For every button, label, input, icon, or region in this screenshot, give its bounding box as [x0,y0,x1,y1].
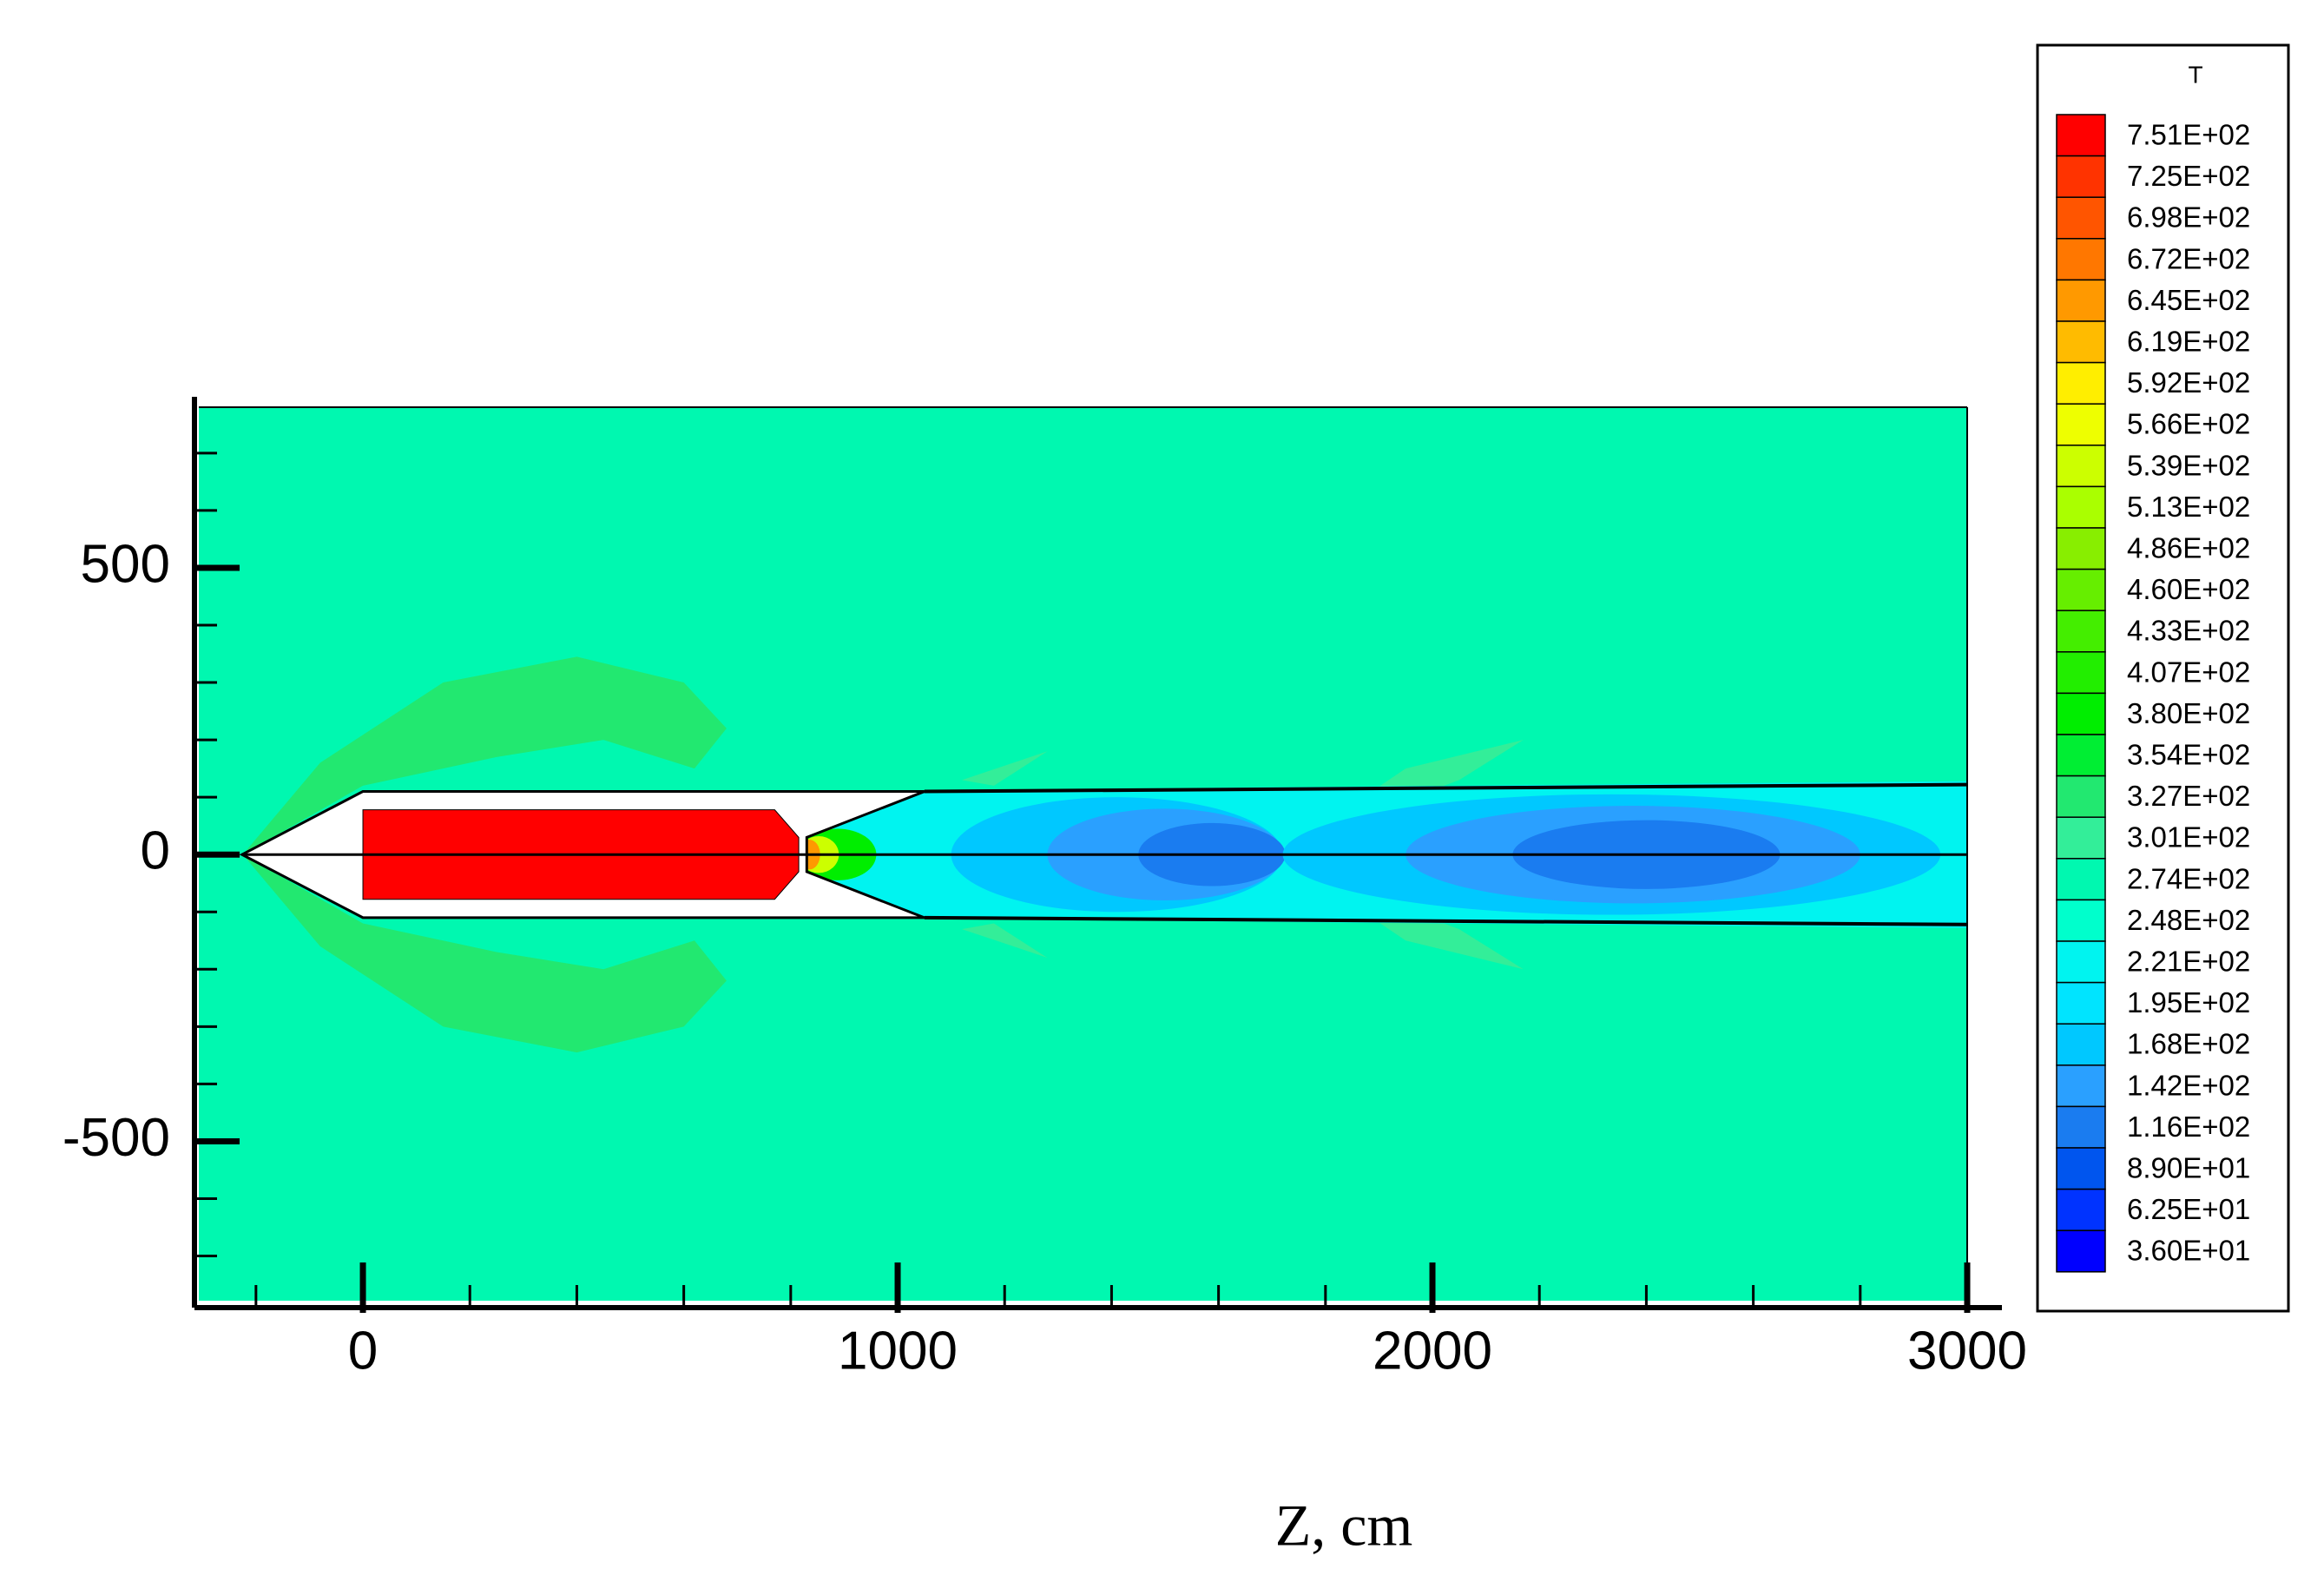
y-tick-label: 0 [141,821,170,881]
x-axis-title: Z, cm [1275,1493,1413,1559]
legend-swatch [2056,196,2106,240]
legend-label: 3.54E+02 [2127,739,2250,771]
legend-swatch [2056,734,2106,777]
legend-swatch [2056,899,2106,942]
legend-swatch [2056,692,2106,735]
x-tick-label: 2000 [1373,1321,1492,1381]
contour-region [961,751,1048,786]
legend-swatch [2056,940,2106,984]
legend-swatch [2056,279,2106,322]
x-tick-label: 3000 [1907,1321,2027,1381]
y-tick-label: 500 [81,534,170,594]
legend-label: 2.48E+02 [2127,904,2250,936]
x-tick-label: 1000 [838,1321,958,1381]
legend-swatch [2056,858,2106,901]
legend-label: 6.19E+02 [2127,326,2250,358]
legend-swatch [2056,775,2106,818]
legend-swatch [2056,1229,2106,1273]
jet-boundary [924,915,1968,926]
legend-label: 1.16E+02 [2127,1111,2250,1143]
legend-label: 2.74E+02 [2127,862,2250,894]
legend-swatch [2056,238,2106,281]
legend-label: 3.80E+02 [2127,697,2250,729]
legend-title: T [2188,61,2202,88]
legend-label: 4.60E+02 [2127,573,2250,605]
legend-swatch [2056,1105,2106,1149]
legend-label: 7.51E+02 [2127,119,2250,151]
legend-label: 5.13E+02 [2127,491,2250,523]
legend-swatch [2056,981,2106,1025]
y-tick-label: -500 [63,1108,170,1168]
legend-swatch [2056,1188,2106,1231]
legend-label: 1.42E+02 [2127,1069,2250,1101]
legend-label: 6.25E+01 [2127,1193,2250,1225]
legend-swatch [2056,1023,2106,1066]
legend-swatch [2056,320,2106,364]
legend-swatch [2056,361,2106,405]
contour-region [961,923,1048,959]
legend-label: 5.66E+02 [2127,408,2250,440]
legend-label: 8.90E+01 [2127,1152,2250,1184]
legend-label: 4.86E+02 [2127,532,2250,564]
legend-label: 1.95E+02 [2127,986,2250,1018]
legend-swatch [2056,445,2106,488]
legend-label: 6.45E+02 [2127,284,2250,316]
legend-swatch [2056,568,2106,611]
legend-label: 6.98E+02 [2127,201,2250,234]
jet-boundary [924,782,1968,794]
legend-swatch [2056,527,2106,570]
legend-label: 3.60E+01 [2127,1235,2250,1267]
legend-label: 2.21E+02 [2127,946,2250,978]
legend-swatch [2056,816,2106,860]
legend-swatch [2056,651,2106,695]
legend-label: 6.72E+02 [2127,242,2250,274]
legend-label: 3.27E+02 [2127,780,2250,812]
legend-swatch [2056,1147,2106,1190]
x-tick-label: 0 [348,1321,378,1381]
legend-swatch [2056,1065,2106,1108]
legend-label: 3.01E+02 [2127,821,2250,854]
legend-label: 1.68E+02 [2127,1028,2250,1060]
legend-swatch [2056,155,2106,198]
legend-label: 4.07E+02 [2127,656,2250,688]
legend-swatch [2056,403,2106,446]
legend-label: 5.92E+02 [2127,366,2250,399]
legend-label: 5.39E+02 [2127,449,2250,481]
contour-region [245,857,727,1053]
legend-swatch [2056,485,2106,529]
legend-label: 4.33E+02 [2127,615,2250,647]
contour-region [245,656,727,852]
legend-label: 7.25E+02 [2127,160,2250,192]
legend-swatch [2056,610,2106,653]
legend-swatch [2056,114,2106,157]
